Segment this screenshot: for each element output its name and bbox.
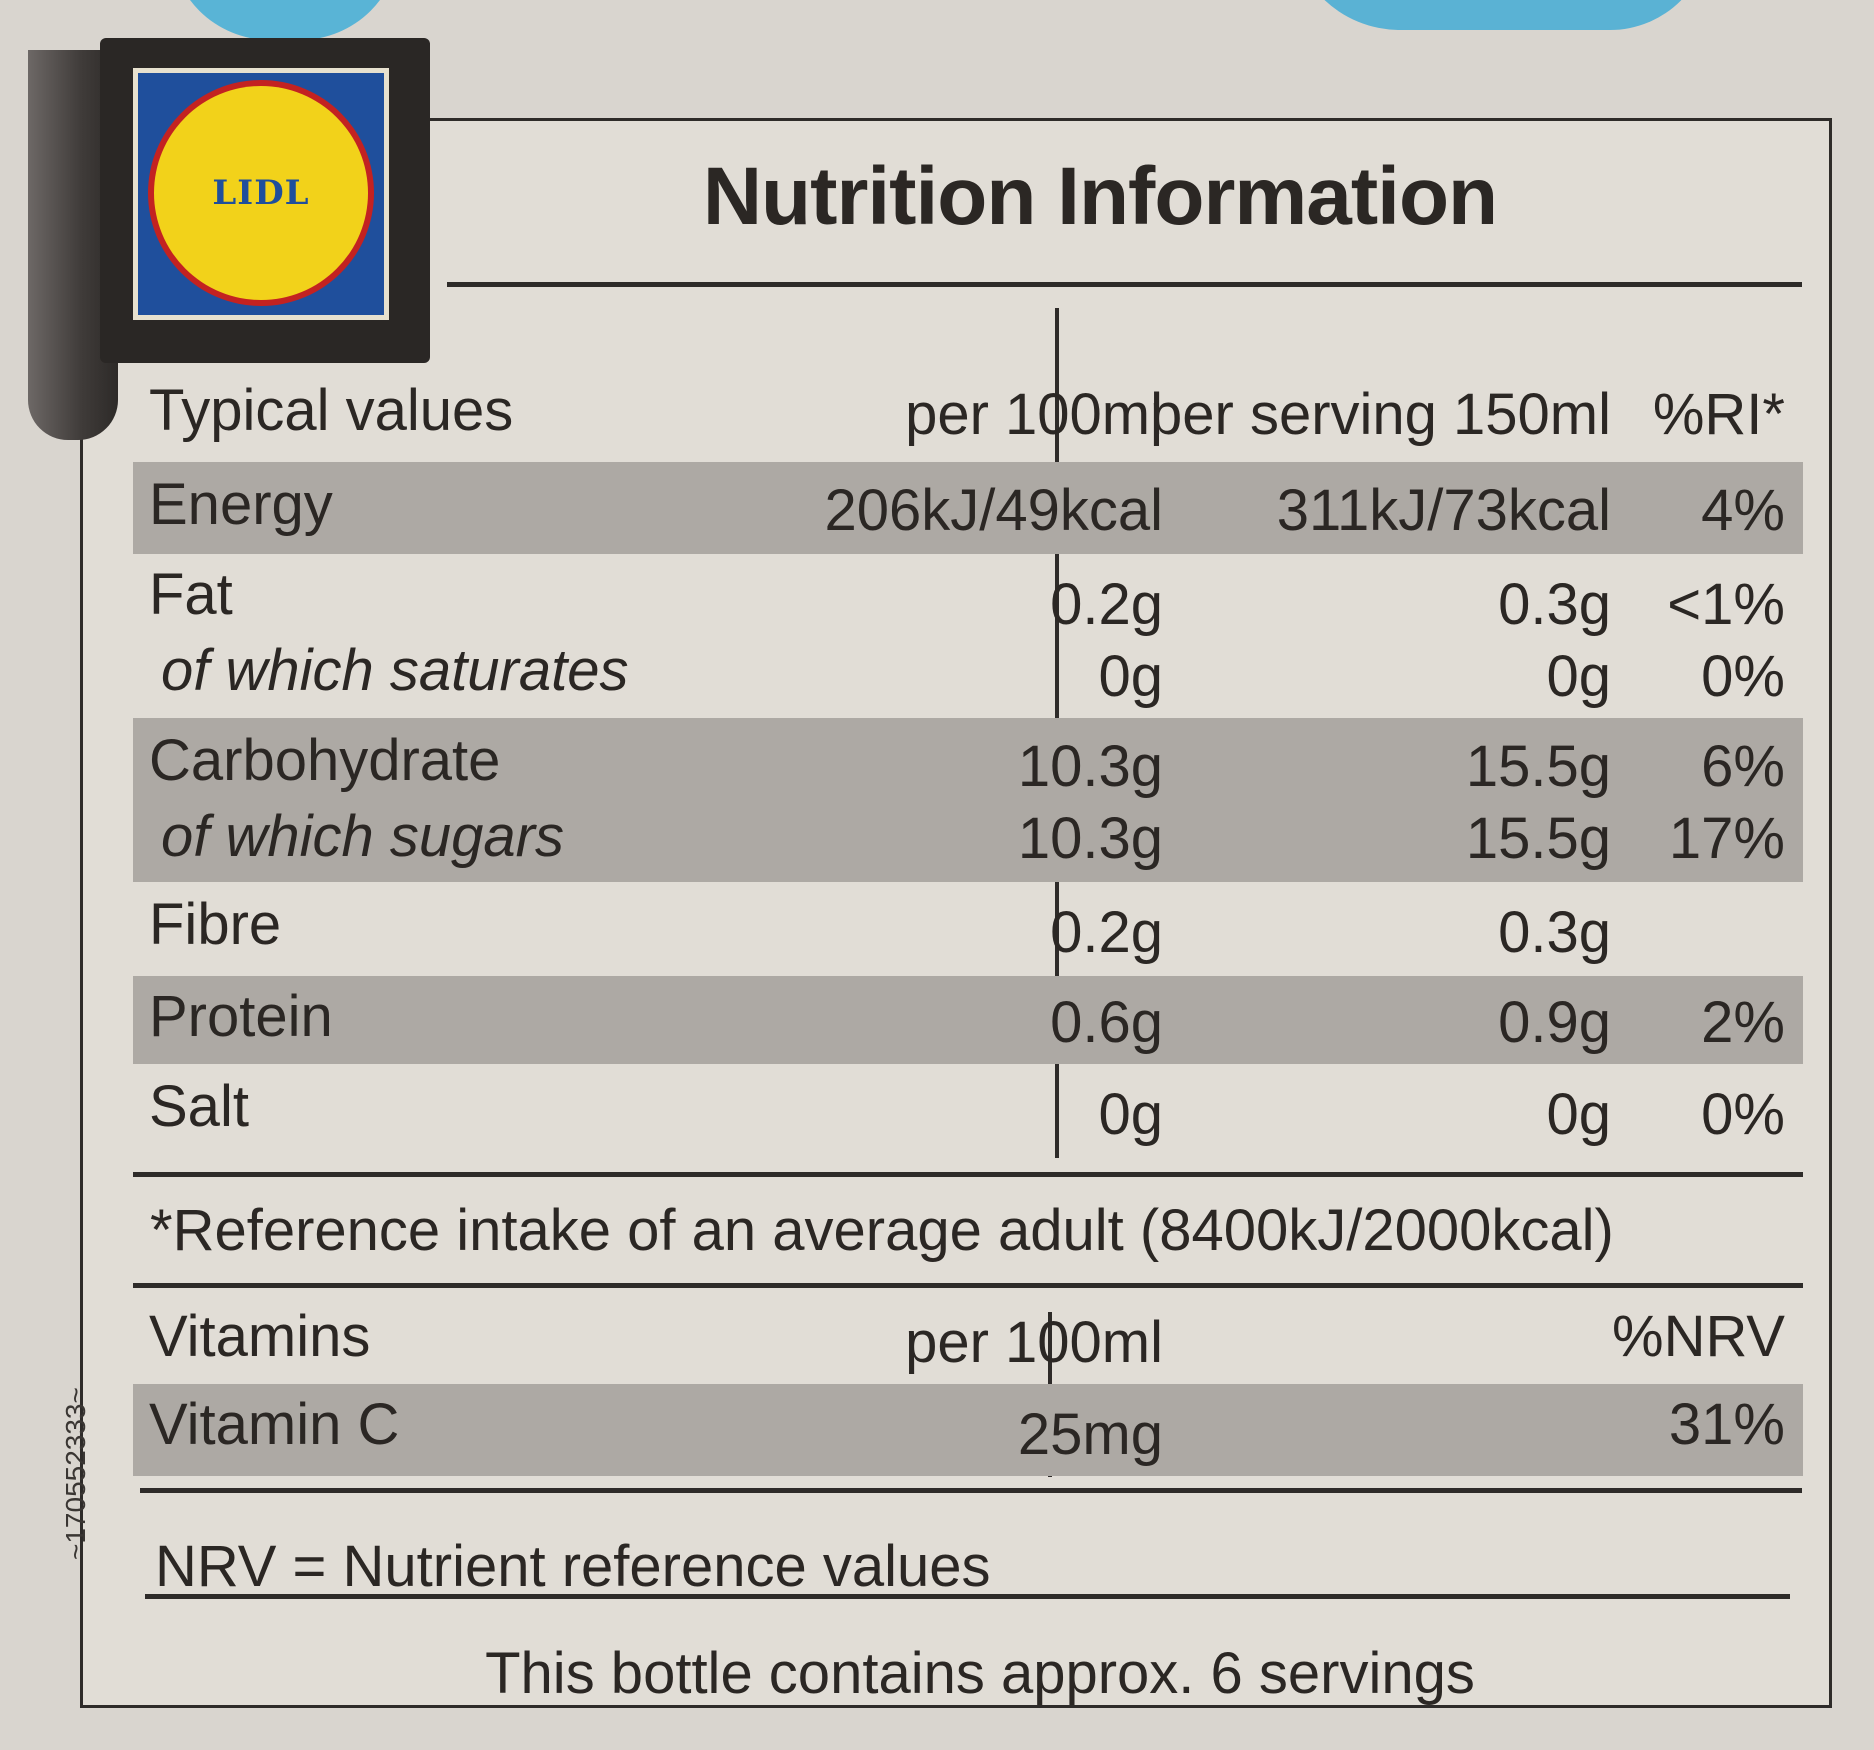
row-label: Vitamin C bbox=[149, 1392, 400, 1457]
table-row: Fat 0.2g 0.3g <1% bbox=[133, 562, 1803, 638]
row-per-100ml: 0g bbox=[1098, 1082, 1163, 1147]
row-per-serving: 0g bbox=[1546, 1082, 1611, 1147]
brand-logo-circle: LIDL bbox=[154, 86, 368, 300]
divider bbox=[133, 1283, 1803, 1288]
row-per-serving: 0.3g bbox=[1498, 900, 1611, 965]
row-per-100ml: 25mg bbox=[1017, 1402, 1163, 1467]
table-row-group: Carbohydrate 10.3g 15.5g 6% of which sug… bbox=[133, 718, 1803, 882]
row-ri: 2% bbox=[1701, 990, 1785, 1055]
vitamins-header: Vitamins per 100ml %NRV bbox=[133, 1296, 1803, 1384]
row-ri: 0% bbox=[1701, 1082, 1785, 1147]
row-label: Carbohydrate bbox=[149, 728, 501, 793]
row-per-serving: 15.5g bbox=[1465, 806, 1611, 871]
row-label: Protein bbox=[149, 984, 333, 1049]
row-per-serving: 0.3g bbox=[1498, 572, 1611, 637]
row-label: of which saturates bbox=[161, 638, 629, 703]
background-bottle-shape bbox=[1290, 0, 1710, 30]
row-per-100ml: 0.2g bbox=[1050, 900, 1163, 965]
row-per-serving: 0.9g bbox=[1498, 990, 1611, 1055]
divider bbox=[133, 1172, 1803, 1177]
nrv-note: NRV = Nutrient reference values bbox=[155, 1534, 991, 1599]
table-row: Protein 0.6g 0.9g 2% bbox=[133, 976, 1803, 1064]
row-per-100ml: 206kJ/49kcal bbox=[824, 478, 1163, 543]
row-label: Salt bbox=[149, 1074, 249, 1139]
row-label: of which sugars bbox=[161, 804, 564, 869]
table-row: Salt 0g 0g 0% bbox=[133, 1068, 1803, 1158]
table-row: of which saturates 0g 0g 0% bbox=[133, 638, 1803, 718]
row-per-100ml: 0.6g bbox=[1050, 990, 1163, 1055]
row-per-100ml: 0g bbox=[1098, 644, 1163, 709]
row-per-100ml: 10.3g bbox=[1017, 806, 1163, 871]
page-title: Nutrition Information bbox=[702, 151, 1498, 242]
row-ri: 17% bbox=[1668, 806, 1785, 871]
row-per-serving: 0g bbox=[1546, 644, 1611, 709]
vitamins-per-100ml: per 100ml bbox=[905, 1310, 1163, 1375]
row-ri: 6% bbox=[1701, 734, 1785, 799]
row-per-serving: 311kJ/73kcal bbox=[1276, 478, 1611, 543]
table-row: Vitamin C 25mg 31% bbox=[133, 1384, 1803, 1476]
row-label: Energy bbox=[149, 472, 333, 537]
table-row: Fibre 0.2g 0.3g bbox=[133, 886, 1803, 976]
servings-note: This bottle contains approx. 6 servings bbox=[485, 1641, 1475, 1706]
row-per-100ml: 10.3g bbox=[1017, 734, 1163, 799]
row-per-100ml: 0.2g bbox=[1050, 572, 1163, 637]
vitamins-label: Vitamins bbox=[149, 1304, 371, 1369]
row-ri: 0% bbox=[1701, 644, 1785, 709]
row-label: Fat bbox=[149, 562, 233, 627]
header-per-100ml: per 100ml bbox=[905, 382, 1163, 447]
vitamins-nrv: %NRV bbox=[1612, 1304, 1785, 1369]
table-header: Typical values per 100ml per serving 150… bbox=[133, 372, 1803, 462]
row-nrv: 31% bbox=[1668, 1392, 1785, 1457]
background-bottle-shape bbox=[170, 0, 400, 40]
header-ri: %RI* bbox=[1652, 382, 1785, 447]
row-ri: <1% bbox=[1667, 572, 1785, 637]
row-label: Fibre bbox=[149, 892, 282, 957]
batch-code: ~170552333~ bbox=[60, 1387, 91, 1560]
brand-logo-text: LIDL bbox=[212, 173, 310, 213]
table-row: Energy 206kJ/49kcal 311kJ/73kcal 4% bbox=[133, 462, 1803, 554]
header-typical-values: Typical values bbox=[149, 378, 514, 443]
row-ri: 4% bbox=[1701, 478, 1785, 543]
divider bbox=[140, 1488, 1802, 1493]
ri-footnote: *Reference intake of an average adult (8… bbox=[150, 1198, 1614, 1263]
title-divider bbox=[447, 282, 1802, 287]
row-per-serving: 15.5g bbox=[1465, 734, 1611, 799]
header-per-serving: per serving 150ml bbox=[1150, 382, 1611, 447]
divider bbox=[145, 1594, 1790, 1599]
